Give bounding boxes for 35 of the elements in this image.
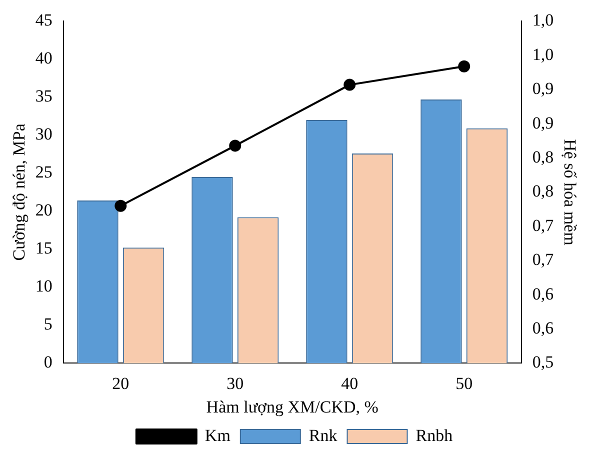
y2-tick-label: 0,7 (532, 250, 554, 270)
y2-tick-label: 0,8 (532, 147, 554, 166)
y2-tick-label: 0,8 (532, 182, 554, 201)
legend-label: Rnbh (416, 426, 454, 445)
y-tick-label: 40 (35, 48, 52, 68)
y-tick-label: 0 (44, 352, 52, 372)
point (344, 78, 356, 91)
y2-tick-label: 0,9 (532, 113, 554, 132)
y-tick-label: 15 (35, 238, 52, 258)
y-tick-label: 10 (35, 276, 52, 296)
y2-tick-label: 1,0 (532, 10, 554, 30)
y2-tick-label: 0,7 (532, 216, 554, 235)
y2-tick-label: 0,6 (532, 318, 554, 338)
y2-axis-title: Hệ số hóa mềm (560, 139, 580, 246)
y2-tick-label: 0,9 (532, 79, 554, 98)
y2-tick-label: 0,6 (532, 284, 554, 304)
legend-label: Rnk (308, 426, 338, 445)
y-tick-label: 30 (35, 124, 52, 144)
y2-tick-label: 0,5 (532, 352, 554, 372)
y2-tick-label: 1,0 (532, 44, 554, 64)
legend-label: Km (204, 426, 230, 445)
x-tick-label: 40 (341, 374, 358, 393)
x-tick-label: 30 (226, 374, 244, 393)
y-tick-label: 25 (35, 162, 52, 182)
y-tick-label: 20 (35, 200, 52, 220)
y-axis-title: Cường độ nén, MPa (10, 123, 29, 261)
x-axis-title: Hàm lượng XM/CKD, % (206, 397, 378, 416)
x-tick-label: 20 (112, 374, 130, 393)
x-tick-label: 50 (456, 374, 473, 393)
point (114, 200, 127, 212)
point (458, 60, 470, 72)
y-tick-label: 5 (44, 314, 52, 334)
y-tick-label: 45 (35, 10, 52, 30)
point (229, 140, 242, 152)
y-tick-label: 35 (35, 86, 52, 106)
